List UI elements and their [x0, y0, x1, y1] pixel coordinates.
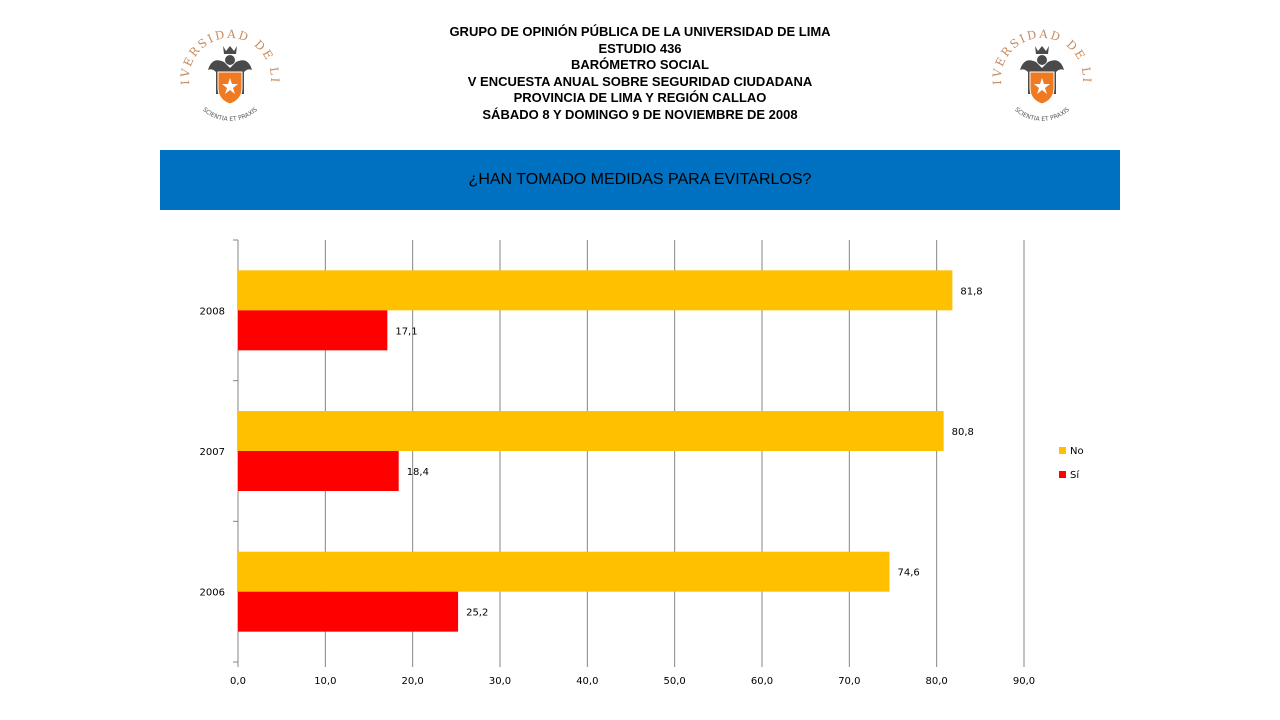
bar-No-2007: [238, 411, 944, 451]
university-logo-right: UNIVERSIDAD DE LIMASCIENTIA ET PRAXIS: [983, 7, 1094, 130]
x-tick-label: 70,0: [838, 676, 860, 687]
y-category-label: 2007: [200, 447, 225, 458]
x-tick-label: 60,0: [751, 676, 773, 687]
bar-Sí-2006: [238, 591, 459, 632]
data-label: 80,8: [952, 427, 974, 438]
header-line-institution: GRUPO DE OPINIÓN PÚBLICA DE LA UNIVERSID…: [449, 24, 831, 39]
x-tick-label: 80,0: [926, 676, 948, 687]
bar-Sí-2007: [238, 451, 399, 491]
data-label: 17,1: [395, 326, 417, 337]
x-tick-label: 90,0: [1013, 676, 1035, 687]
data-label: 18,4: [407, 467, 429, 478]
header-line-date: SÁBADO 8 Y DOMINGO 9 DE NOVIEMBRE DE 200…: [482, 106, 798, 122]
legend-swatch-1: [1059, 471, 1066, 478]
bar-Sí-2008: [238, 310, 388, 351]
bar-No-2008: [238, 270, 953, 311]
eagle-shield-icon: [208, 46, 252, 105]
question-banner: ¿HAN TOMADO MEDIDAS PARA EVITARLOS?: [160, 150, 1120, 210]
x-tick-label: 40,0: [576, 676, 598, 687]
report-header: GRUPO DE OPINIÓN PÚBLICA DE LA UNIVERSID…: [300, 24, 980, 123]
legend-label: No: [1070, 446, 1084, 457]
header-line-study: ESTUDIO 436: [598, 40, 682, 56]
university-logo-left: UNIVERSIDAD DE LIMASCIENTIA ET PRAXIS: [171, 7, 282, 130]
question-title: ¿HAN TOMADO MEDIDAS PARA EVITARLOS?: [468, 171, 812, 188]
x-tick-label: 30,0: [489, 676, 511, 687]
x-tick-label: 50,0: [664, 676, 686, 687]
x-tick-label: 0,0: [230, 676, 246, 687]
data-label: 81,8: [960, 286, 982, 297]
header-line-region: PROVINCIA DE LIMA Y REGIÓN CALLAO: [513, 90, 767, 105]
bar-No-2006: [238, 551, 890, 592]
legend-swatch-0: [1059, 447, 1066, 454]
x-tick-label: 20,0: [402, 676, 424, 687]
header-line-barometer: BARÓMETRO SOCIAL: [571, 57, 709, 72]
data-label: 25,2: [466, 608, 488, 619]
y-category-label: 2006: [200, 588, 225, 599]
header-line-survey: V ENCUESTA ANUAL SOBRE SEGURIDAD CIUDADA…: [467, 73, 813, 89]
eagle-shield-icon: [1020, 46, 1064, 105]
legend-label: Sí: [1070, 469, 1080, 481]
y-category-label: 2008: [200, 306, 225, 317]
x-tick-label: 10,0: [314, 676, 336, 687]
data-label: 74,6: [898, 568, 920, 579]
